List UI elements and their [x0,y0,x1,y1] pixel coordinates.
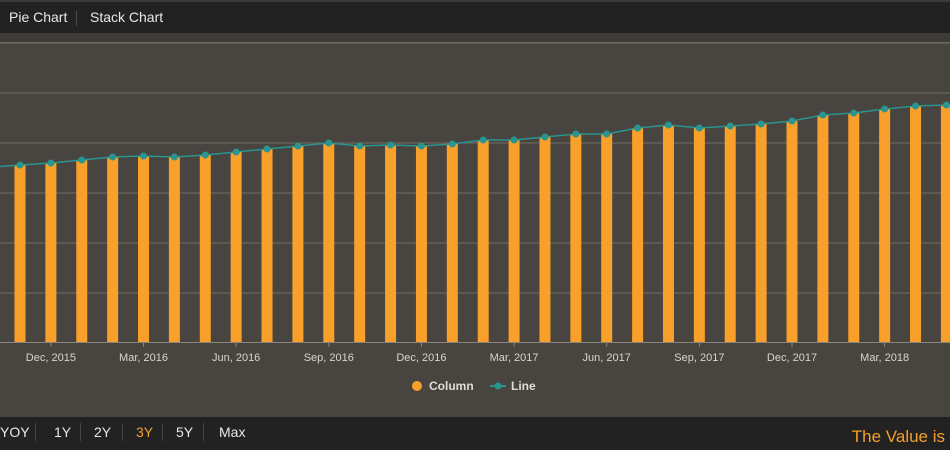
tab-pie-chart[interactable]: Pie Chart [9,9,68,25]
range-divider [35,423,36,441]
line-point [232,148,240,156]
column-bar [817,115,829,342]
column-bar [14,165,26,342]
column-bar [76,160,88,342]
line-point [881,105,889,113]
range-divider [80,423,81,441]
range-selector: YOY 1Y 2Y 3Y 5Y Max The Value is [0,417,950,450]
line-point [510,136,518,144]
column-bar [138,156,150,342]
line-point [201,151,209,159]
line-point [757,120,765,128]
range-max[interactable]: Max [219,424,246,440]
line-point [448,140,456,148]
line-point [942,101,950,109]
column-bar [199,155,211,342]
line-point [356,142,364,150]
legend-line-marker [494,382,502,390]
column-bar [539,137,551,342]
column-bar [848,113,860,342]
column-bar [693,128,705,342]
column-bar [755,124,767,342]
column-bar [446,144,458,342]
line-point [263,145,271,153]
column-bar [910,106,922,342]
line-point [634,124,642,132]
x-tick-label: Mar, 2016 [119,352,168,364]
line-point [819,111,827,119]
column-bar [292,146,304,342]
line-point [294,142,302,150]
x-tick-label: Mar, 2017 [490,352,539,364]
line-point [325,139,333,147]
line-point [603,130,611,138]
line-point [78,156,86,164]
legend-column-icon [412,381,422,391]
range-divider [162,423,163,441]
tab-stack-chart[interactable]: Stack Chart [90,9,164,25]
range-yoy[interactable]: YOY [0,424,30,440]
column-bar [879,109,891,342]
chart-type-tabs: Pie Chart Stack Chart [0,0,950,33]
legend-column-label: Column [429,379,474,393]
column-bar [940,105,950,342]
line-point [417,142,425,150]
column-bar [168,157,180,342]
line-series [0,104,947,168]
column-bar [45,163,57,342]
line-point [170,153,178,161]
x-tick-label: Jun, 2016 [212,352,260,364]
line-point [109,153,117,161]
line-point [912,102,920,110]
range-divider [122,423,123,441]
line-point [788,117,796,125]
range-5y[interactable]: 5Y [176,424,194,440]
line-point [479,136,487,144]
range-divider [203,423,204,441]
column-bar [477,140,489,342]
combo-chart: Dec, 2015 Mar, 2016 Jun, 2016 Sep, 2016 Dec,… [0,42,950,393]
column-bar [230,152,242,342]
line-point [572,130,580,138]
x-tick-label: Dec, 2016 [396,352,446,364]
column-bar [354,146,366,342]
line-point [664,121,672,129]
range-2y[interactable]: 2Y [94,424,112,440]
x-tick-label: Dec, 2017 [767,352,817,364]
line-point [850,109,858,117]
column-bar [632,128,644,342]
line-point [16,161,24,169]
column-bar [385,145,397,342]
column-bar [508,140,520,342]
line-point [541,133,549,141]
column-bar [601,134,613,342]
line-point [47,159,55,167]
x-tick-label: Jun, 2017 [583,352,631,364]
x-tick-label: Sep, 2017 [674,352,724,364]
column-bar [724,126,736,342]
line-point [695,124,703,132]
tab-divider [76,11,77,26]
x-tick-label: Dec, 2015 [26,352,76,364]
x-tick-label: Sep, 2016 [304,352,354,364]
column-bar [415,146,427,342]
range-3y[interactable]: 3Y [136,424,154,440]
line-point [140,152,148,160]
range-1y[interactable]: 1Y [54,424,72,440]
value-readout: The Value is [851,427,945,446]
legend-line-label: Line [511,379,536,393]
x-tick-label: Mar, 2018 [860,352,909,364]
line-point [726,122,734,130]
column-bar [662,125,674,342]
column-bar [107,157,119,342]
column-bar [261,149,273,342]
column-bar [570,134,582,342]
column-bar [786,121,798,342]
line-point [387,141,395,149]
column-bar [323,143,335,342]
